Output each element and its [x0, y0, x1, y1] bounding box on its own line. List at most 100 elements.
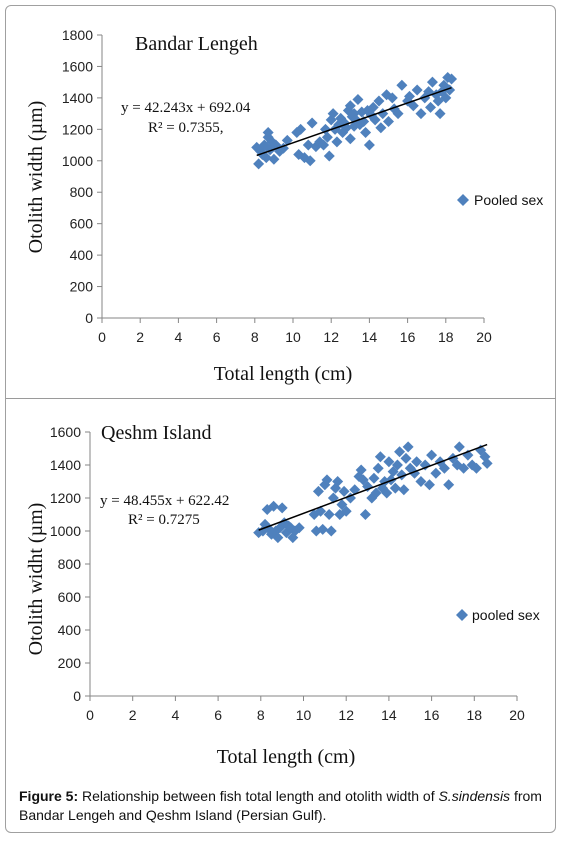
data-point	[318, 139, 330, 151]
data-point	[423, 479, 435, 491]
data-point	[360, 126, 372, 138]
y-tick-label: 600	[70, 216, 94, 232]
data-point	[323, 509, 335, 520]
caption-label: Figure 5:	[19, 788, 79, 804]
regression-equation: y = 48.455x + 622.42	[100, 493, 229, 509]
y-tick-label: 1600	[50, 424, 81, 440]
y-tick-label: 800	[70, 184, 94, 200]
caption-species: S.sindensis	[438, 788, 511, 804]
x-tick-label: 16	[424, 707, 440, 723]
data-point	[312, 485, 324, 497]
x-tick-label: 6	[214, 707, 222, 723]
data-point	[368, 472, 380, 484]
data-point	[386, 92, 398, 104]
data-point	[440, 92, 452, 104]
data-point	[394, 446, 406, 458]
data-point	[327, 108, 339, 120]
y-tick-label: 1400	[50, 457, 81, 473]
x-tick-label: 8	[251, 329, 259, 345]
x-tick-label: 4	[175, 329, 183, 345]
y-tick-label: 200	[70, 279, 94, 295]
x-tick-label: 4	[172, 707, 180, 723]
x-tick-label: 10	[296, 707, 312, 723]
data-point	[430, 467, 442, 479]
data-point	[338, 485, 350, 497]
data-point	[352, 93, 364, 105]
data-point	[434, 108, 446, 120]
y-tick-label: 600	[58, 589, 82, 605]
caption-text-end: from Bandar Lengeh and Qeshm Island (Per…	[19, 788, 542, 823]
data-point	[344, 133, 356, 145]
data-point	[260, 152, 272, 164]
data-point	[415, 476, 427, 487]
y-tick-label: 0	[73, 688, 81, 704]
y-tick-label: 1800	[62, 27, 93, 43]
legend-marker	[456, 609, 468, 621]
data-point	[285, 522, 297, 534]
data-point	[268, 153, 280, 165]
data-point	[321, 131, 333, 143]
data-point	[302, 139, 314, 151]
y-tick-label: 1000	[50, 523, 81, 539]
legend: Pooled sex	[457, 192, 543, 208]
x-tick-label: 14	[381, 707, 397, 723]
y-tick-label: 400	[70, 247, 94, 263]
data-point	[425, 101, 437, 113]
data-point	[470, 462, 482, 474]
x-tick-label: 16	[400, 329, 416, 345]
trendline	[258, 443, 488, 531]
y-tick-label: 1200	[50, 490, 81, 506]
figure-frame	[5, 5, 556, 833]
data-point	[402, 441, 414, 453]
y-axis-title: Otolith widht (µm)	[25, 503, 47, 656]
y-tick-label: 1400	[62, 90, 93, 106]
data-point	[332, 476, 344, 487]
data-point	[481, 457, 493, 469]
data-point	[383, 115, 394, 127]
data-point	[419, 459, 431, 471]
x-tick-label: 8	[257, 707, 265, 723]
data-point	[287, 532, 299, 544]
data-point	[321, 474, 333, 486]
legend-label: pooled sex	[472, 607, 540, 623]
data-point	[340, 505, 352, 517]
y-tick-label: 1200	[62, 121, 93, 137]
data-point	[253, 158, 265, 170]
chart-bandar-lengeh: 0 200 400 600 800 1000 1200 1400 1600 1800 0 2 4 6 8 10…	[25, 27, 543, 385]
y-tick-label: 200	[58, 655, 82, 671]
data-point	[389, 482, 401, 494]
data-point	[339, 117, 351, 129]
data-point	[306, 117, 318, 129]
data-point	[411, 84, 423, 96]
data-point	[357, 474, 369, 486]
chart-title: Qeshm Island	[101, 422, 212, 444]
data-point	[317, 523, 329, 535]
data-point	[355, 464, 367, 476]
data-point	[407, 100, 419, 112]
data-point	[383, 456, 395, 468]
data-point	[323, 150, 335, 162]
x-tick-label: 12	[323, 329, 339, 345]
x-tick-label: 20	[509, 707, 525, 723]
figure-caption: Figure 5: Relationship between fish tota…	[19, 787, 549, 825]
regression-equation: y = 42.243x + 692.04	[121, 100, 251, 116]
data-point	[374, 451, 386, 463]
y-tick-label: 800	[58, 556, 82, 572]
data-point	[373, 95, 385, 107]
caption-text: Relationship between fish total length a…	[78, 788, 439, 804]
data-point	[370, 487, 382, 499]
data-point	[426, 76, 438, 88]
data-point	[453, 441, 465, 453]
x-axis-title: Total length (cm)	[214, 363, 353, 385]
data-point	[268, 500, 280, 512]
data-point	[446, 73, 458, 85]
x-tick-label: 2	[129, 707, 137, 723]
x-tick-label: 18	[467, 707, 483, 723]
data-point	[443, 479, 455, 491]
data-point	[293, 522, 305, 534]
y-axis-title: Otolith width (µm)	[25, 101, 47, 254]
data-point	[261, 504, 273, 516]
x-tick-label: 14	[362, 329, 378, 345]
legend-label: Pooled sex	[474, 192, 543, 208]
data-point	[404, 90, 416, 102]
